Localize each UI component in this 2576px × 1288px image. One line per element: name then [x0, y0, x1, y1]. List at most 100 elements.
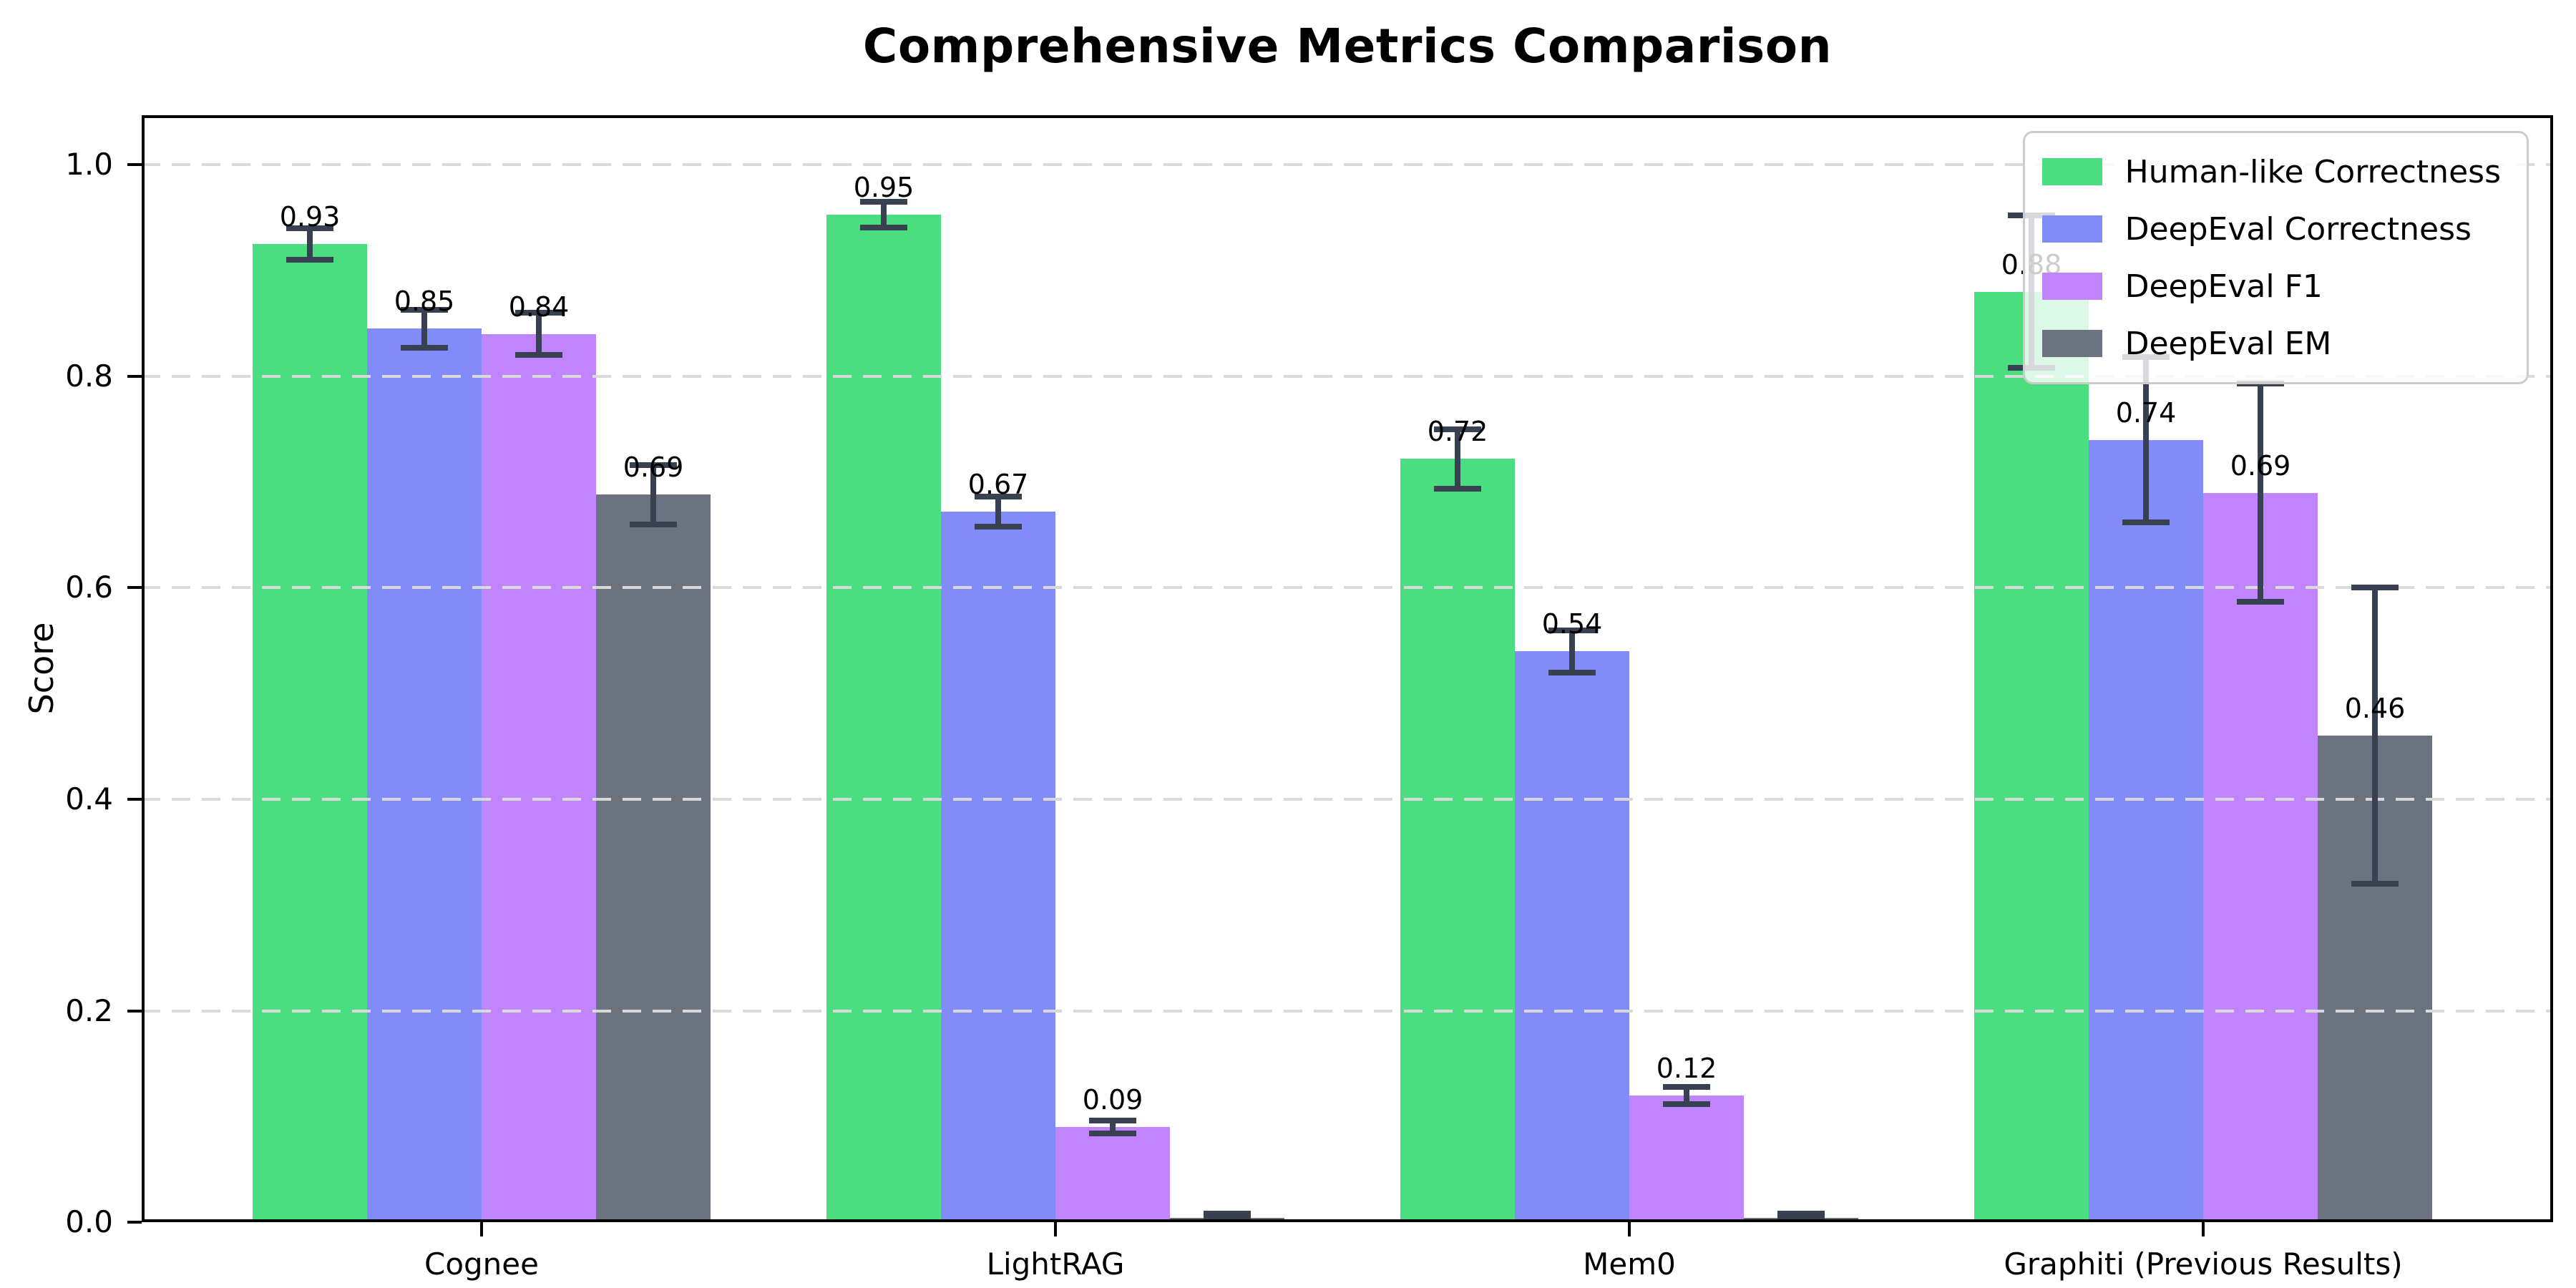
y-tick-label: 0.2	[65, 992, 113, 1028]
error-bar-cap-bottom	[515, 352, 562, 358]
error-bar-cap-bottom	[630, 521, 677, 527]
y-tick-mark	[127, 1009, 142, 1013]
legend-swatch	[2041, 273, 2102, 300]
error-bar-line	[1455, 429, 1460, 489]
legend-item: DeepEval F1	[2041, 258, 2501, 315]
error-bar-cap-bottom	[1089, 1130, 1136, 1136]
bar-value-label: 0.67	[967, 469, 1029, 501]
bar-value-label: 0.54	[1541, 608, 1603, 640]
error-bar-line	[421, 309, 427, 348]
x-tick-label: LightRAG	[986, 1246, 1125, 1282]
y-tick-mark	[127, 163, 142, 167]
error-bar-line	[995, 497, 1001, 527]
legend: Human-like Correctness DeepEval Correctne…	[2022, 131, 2529, 384]
legend-item: Human-like Correctness	[2041, 143, 2501, 200]
bar-value-label: 0.12	[1656, 1052, 1717, 1084]
error-bar-line	[2372, 587, 2378, 884]
bar-value-label: 0.93	[279, 201, 341, 233]
bar-value-label: 0.69	[2230, 449, 2291, 482]
error-bar-cap-top	[975, 494, 1022, 500]
error-bar-cap-top	[1548, 627, 1596, 633]
bar	[1055, 1127, 1170, 1222]
error-bar-cap-bottom	[2122, 519, 2170, 525]
y-tick-mark	[127, 797, 142, 801]
bar-value-label: 0.72	[1427, 416, 1488, 448]
bar-value-label: 0.46	[2344, 693, 2406, 725]
x-tick-mark	[1054, 1222, 1057, 1236]
bar	[1515, 651, 1629, 1222]
y-axis-label: Score	[22, 622, 61, 715]
bar-value-label: 0.84	[508, 291, 570, 323]
x-tick-label: Graphiti (Previous Results)	[2004, 1246, 2403, 1282]
error-bar-cap-bottom	[975, 523, 1022, 530]
error-bar-line	[307, 228, 313, 260]
error-bar-cap-top	[860, 199, 907, 205]
error-bar-cap-bottom	[1777, 1216, 1825, 1222]
error-bar-line	[2258, 384, 2263, 602]
bar	[1629, 1095, 1744, 1222]
legend-label: DeepEval F1	[2124, 268, 2323, 305]
bar-value-label: 0.09	[1082, 1084, 1143, 1116]
x-tick-mark	[2202, 1222, 2205, 1236]
bar	[482, 333, 596, 1222]
y-tick-label: 0.8	[65, 358, 113, 394]
x-tick-mark	[1628, 1222, 1631, 1236]
bar	[367, 328, 482, 1222]
error-bar-cap-bottom	[1548, 669, 1596, 675]
error-bar-cap-top	[1434, 426, 1481, 432]
x-tick-label: Cognee	[424, 1246, 539, 1282]
bar	[1974, 291, 2089, 1222]
error-bar-cap-top	[2351, 585, 2399, 591]
bar-value-label: 0.69	[623, 452, 684, 484]
y-tick-label: 0.4	[65, 781, 113, 816]
error-bar-line	[2143, 357, 2149, 522]
error-bar-cap-bottom	[1663, 1101, 1710, 1107]
bar-value-label: 0.74	[2115, 396, 2177, 429]
bar-value-label: 0.95	[853, 171, 914, 203]
bar	[2203, 492, 2318, 1222]
bar	[253, 244, 367, 1222]
y-tick-mark	[127, 1221, 142, 1224]
error-bar-cap-bottom	[2237, 598, 2284, 605]
bar	[596, 494, 711, 1222]
error-bar-line	[650, 465, 656, 525]
error-bar-cap-bottom	[286, 257, 333, 263]
bar	[1400, 459, 1515, 1222]
bar	[941, 512, 1055, 1222]
legend-item: DeepEval EM	[2041, 315, 2501, 372]
chart-title: Comprehensive Metrics Comparison	[862, 19, 1833, 74]
error-bar-cap-top	[401, 306, 448, 313]
y-tick-mark	[127, 586, 142, 590]
error-bar-cap-bottom	[1434, 485, 1481, 492]
x-tick-mark	[480, 1222, 483, 1236]
y-tick-mark	[127, 374, 142, 378]
legend-label: Human-like Correctness	[2124, 153, 2501, 190]
x-tick-label: Mem0	[1583, 1246, 1676, 1282]
legend-swatch	[2041, 215, 2102, 243]
legend-label: DeepEval Correctness	[2124, 210, 2472, 248]
y-tick-label: 0.0	[65, 1204, 113, 1239]
y-tick-label: 1.0	[65, 147, 113, 182]
error-bar-line	[881, 202, 887, 228]
error-bar-line	[1684, 1086, 1689, 1104]
legend-swatch	[2041, 330, 2102, 357]
error-bar-cap-bottom	[1204, 1216, 1251, 1222]
legend-item: DeepEval Correctness	[2041, 200, 2501, 258]
error-bar-cap-top	[630, 462, 677, 469]
error-bar-cap-top	[1777, 1211, 1825, 1217]
error-bar-cap-bottom	[2351, 881, 2399, 887]
error-bar-line	[1569, 630, 1575, 673]
error-bar-cap-top	[1204, 1211, 1251, 1217]
error-bar-line	[536, 313, 542, 356]
bar	[2089, 439, 2203, 1222]
gridline	[142, 163, 2553, 167]
error-bar-cap-top	[1663, 1083, 1710, 1090]
legend-label: DeepEval EM	[2124, 325, 2332, 362]
legend-swatch	[2041, 158, 2102, 185]
error-bar-cap-top	[286, 225, 333, 232]
bar-value-label: 0.85	[394, 286, 455, 318]
error-bar-cap-bottom	[401, 345, 448, 351]
gridline	[142, 374, 2553, 378]
gridline	[142, 586, 2553, 590]
